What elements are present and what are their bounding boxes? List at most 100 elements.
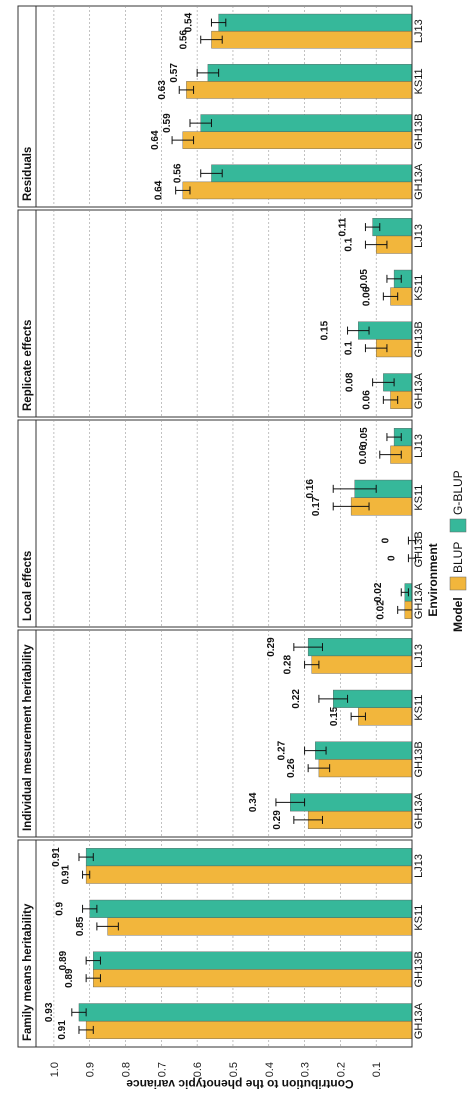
- data-label: 0.22: [291, 689, 302, 709]
- panel-header: [17, 839, 37, 1048]
- y-axis-title: Contribution to the phenotypic variance: [126, 1077, 354, 1091]
- data-label: 0.64: [150, 130, 161, 150]
- bar-blup: [307, 810, 413, 829]
- data-label: 0.1: [343, 341, 354, 355]
- bar-blup: [85, 1020, 413, 1039]
- data-label: 0.16: [305, 479, 316, 499]
- data-label: 0.54: [183, 12, 194, 32]
- value-axis-tick-label: 1.0: [49, 1062, 61, 1077]
- category-tick-label: GH13A: [413, 1002, 425, 1039]
- data-label: 0.64: [154, 180, 165, 200]
- category-tick-label: GH13A: [413, 163, 425, 200]
- data-label: 0.05: [359, 427, 370, 447]
- data-label: 0.56: [173, 163, 184, 183]
- panel-header: [17, 209, 37, 418]
- panel-frame: [35, 419, 413, 628]
- bar-blup: [358, 707, 413, 726]
- data-label: 0.63: [157, 80, 168, 100]
- data-label: 0.85: [75, 916, 86, 936]
- panel-frame: [35, 209, 413, 418]
- data-label: 0.06: [361, 286, 372, 306]
- data-label: 0.89: [58, 950, 69, 970]
- bar-g-blup: [218, 13, 413, 32]
- data-label: 0.29: [266, 637, 277, 657]
- bar-g-blup: [207, 64, 413, 82]
- bar-g-blup: [78, 1003, 413, 1022]
- panel-0: Family means heritability GH13A0.910.93GH…: [17, 839, 425, 1048]
- panel-header: [17, 5, 37, 208]
- x-axis-title: Environment: [426, 543, 440, 616]
- value-axis-tick-label: 0.4: [264, 1062, 276, 1077]
- bar-blup: [182, 181, 413, 200]
- data-label: 0.15: [329, 706, 340, 726]
- category-tick-label: LJ13: [413, 434, 425, 458]
- value-axis-tick-label: 0.7: [156, 1062, 168, 1077]
- bar-g-blup: [315, 741, 413, 760]
- category-tick-label: KS11: [413, 275, 425, 301]
- panel-title: Individual mesurement heritability: [22, 644, 34, 831]
- category-tick-label: GH13B: [413, 321, 425, 357]
- category-tick-label: KS11: [413, 485, 425, 511]
- value-axis-tick-label: 0.8: [121, 1062, 133, 1077]
- category-tick-label: GH13B: [413, 531, 425, 567]
- data-label: 0.57: [169, 63, 180, 83]
- legend-label: G-BLUP: [451, 470, 465, 515]
- data-label: 0.28: [283, 655, 294, 675]
- value-axis-tick-label: 0.6: [192, 1062, 204, 1077]
- legend-title: Model: [451, 597, 465, 632]
- value-axis-tick-label: 0.5: [228, 1062, 240, 1077]
- data-label: 0.27: [277, 740, 288, 760]
- category-tick-label: LJ13: [413, 19, 425, 43]
- bar-g-blup: [89, 899, 413, 918]
- data-label: 0.56: [179, 30, 190, 50]
- category-tick-label: GH13A: [413, 372, 425, 409]
- panel-3: Replicate effects GH13A0.060.08GH13B0.10.…: [17, 209, 425, 418]
- data-label: 0: [380, 537, 391, 543]
- data-label: 0.91: [61, 865, 72, 885]
- bar-blup: [211, 30, 413, 49]
- value-axis-tick-label: 0.1: [371, 1062, 383, 1077]
- category-tick-label: GH13B: [413, 114, 425, 150]
- category-tick-label: GH13B: [413, 741, 425, 777]
- data-label: 0.26: [286, 758, 297, 778]
- data-label: 0.89: [64, 968, 75, 988]
- bar-g-blup: [290, 793, 413, 812]
- panel-title: Local effects: [22, 551, 34, 621]
- value-axis-ticks: 0.1 0.2 0.3 0.4 0.5 0.6 0.7 0.8 0.9 1.0: [49, 1062, 383, 1077]
- data-label: 0.59: [162, 113, 173, 133]
- data-label: 0.15: [320, 320, 331, 340]
- data-label: 0.1: [343, 237, 354, 251]
- legend: BLUP G-BLUP: [449, 470, 467, 591]
- data-label: 0.9: [55, 901, 66, 915]
- value-axis-tick-label: 0.3: [300, 1062, 312, 1077]
- data-label: 0.91: [57, 1020, 68, 1040]
- data-label: 0.11: [337, 217, 348, 236]
- category-tick-label: LJ13: [413, 224, 425, 248]
- panel-header: [17, 629, 37, 838]
- category-tick-label: GH13A: [413, 792, 425, 829]
- bar-blup: [93, 969, 413, 988]
- legend-swatch-blup: [449, 576, 467, 591]
- data-label: 0: [386, 555, 397, 561]
- bar-g-blup: [200, 114, 413, 132]
- bar-blup: [186, 81, 413, 99]
- panel-1: Individual mesurement heritability GH13A 0…: [17, 629, 425, 838]
- bar-blup: [311, 655, 413, 674]
- plot-group: 0.1 0.2 0.3 0.4 0.5 0.6 0.7 0.8 0.9 1.0 BLUP G-BLUP…: [17, 5, 467, 1077]
- panel-header: [17, 419, 37, 628]
- value-axis-tick-label: 0.9: [85, 1062, 97, 1077]
- data-label: 0.05: [359, 269, 370, 289]
- bar-g-blup: [93, 951, 413, 970]
- bar-g-blup: [85, 848, 413, 867]
- panel-title: Family means heritability: [22, 903, 34, 1041]
- bar-blup: [85, 865, 413, 884]
- bar-blup: [107, 917, 413, 936]
- category-tick-label: KS11: [413, 905, 425, 931]
- panel-title: Replicate effects: [22, 320, 34, 411]
- legend-swatch-g-blup: [449, 518, 467, 533]
- data-label: 0.29: [272, 810, 283, 830]
- data-label: 0.02: [373, 582, 384, 602]
- legend-label: BLUP: [451, 542, 465, 573]
- data-label: 0.34: [248, 792, 259, 812]
